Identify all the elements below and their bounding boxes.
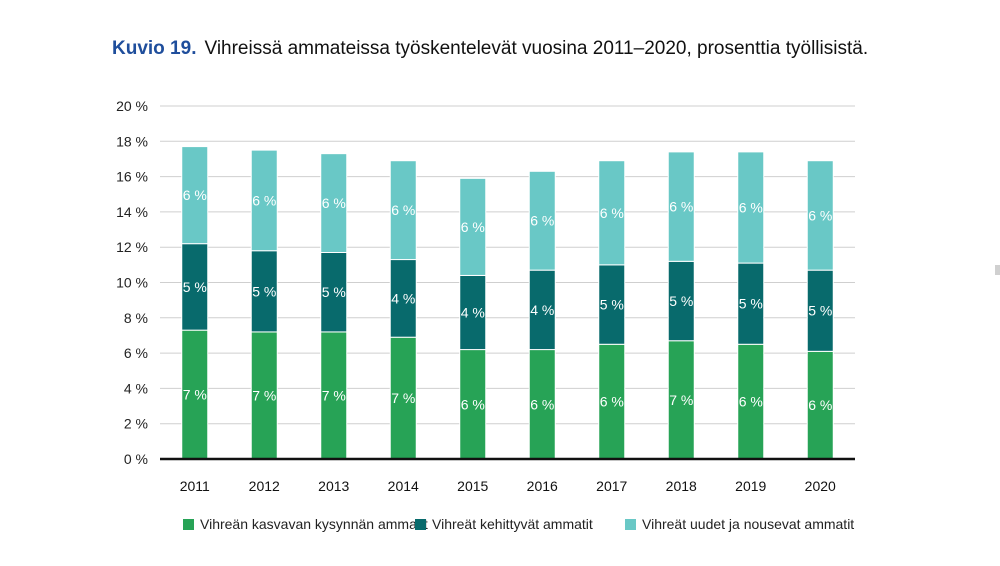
bar-segment [181, 146, 209, 245]
data-label: 6 % [669, 199, 693, 215]
data-label: 6 % [461, 219, 485, 235]
bar-segment [389, 160, 417, 261]
data-label: 7 % [669, 392, 693, 408]
y-tick-label: 12 % [116, 239, 148, 255]
data-label: 6 % [530, 213, 554, 229]
y-tick-label: 6 % [124, 345, 148, 361]
data-label: 6 % [391, 202, 415, 218]
x-tick-label: 2012 [249, 478, 280, 494]
data-label: 5 % [808, 303, 832, 319]
x-tick-label: 2011 [180, 478, 210, 494]
bar-segment [250, 250, 278, 333]
y-tick-label: 10 % [116, 275, 148, 291]
bar-segment [528, 349, 556, 460]
y-tick-label: 14 % [116, 204, 148, 220]
bar-segment [737, 151, 765, 264]
bar-segment [320, 331, 348, 460]
x-tick-label: 2014 [388, 478, 419, 494]
bar-segment [806, 160, 834, 271]
bar-segment [320, 153, 348, 253]
data-label: 6 % [808, 207, 832, 223]
data-label: 4 % [461, 305, 485, 321]
bar-segment [320, 251, 348, 333]
bar-segment [459, 274, 487, 351]
y-tick-label: 20 % [116, 98, 148, 114]
x-tick-label: 2016 [527, 478, 558, 494]
data-label: 6 % [600, 394, 624, 410]
bar-segment [598, 160, 626, 266]
bar-segment [598, 264, 626, 345]
data-label: 6 % [252, 192, 276, 208]
bar-segment [459, 177, 487, 276]
data-label: 5 % [669, 293, 693, 309]
data-label: 6 % [461, 396, 485, 412]
bar-segment [528, 170, 556, 271]
data-label: 5 % [183, 279, 207, 295]
legend-label: Vihreät uudet ja nousevat ammatit [642, 516, 854, 532]
data-label: 7 % [252, 387, 276, 403]
x-tick-label: 2020 [805, 478, 836, 494]
scrollbar-marker[interactable] [995, 265, 1000, 275]
data-label: 4 % [391, 290, 415, 306]
bar-segment [737, 262, 765, 345]
y-tick-label: 16 % [116, 169, 148, 185]
data-label: 7 % [322, 387, 346, 403]
data-label: 6 % [739, 394, 763, 410]
x-tick-label: 2015 [457, 478, 488, 494]
data-label: 6 % [739, 199, 763, 215]
data-label: 4 % [530, 302, 554, 318]
legend-swatch [183, 519, 194, 530]
legend-label: Vihreän kasvavan kysynnän ammatit [200, 516, 428, 532]
legend-label: Vihreät kehittyvät ammatit [432, 516, 593, 532]
data-label: 5 % [322, 284, 346, 300]
bar-segment [250, 149, 278, 252]
y-tick-label: 8 % [124, 310, 148, 326]
x-tick-label: 2017 [596, 478, 627, 494]
data-label: 5 % [600, 297, 624, 313]
data-label: 6 % [322, 195, 346, 211]
data-label: 6 % [808, 397, 832, 413]
bar-segment [806, 350, 834, 460]
y-tick-label: 4 % [124, 380, 148, 396]
data-label: 7 % [183, 387, 207, 403]
y-tick-label: 18 % [116, 133, 148, 149]
bar-segment [459, 349, 487, 460]
bar-segment [667, 260, 695, 342]
chart-title: Kuvio 19. Vihreissä ammateissa työskentel… [112, 38, 868, 60]
x-tick-label: 2019 [735, 478, 766, 494]
legend-swatch [625, 519, 636, 530]
data-label: 6 % [600, 205, 624, 221]
x-tick-label: 2018 [666, 478, 697, 494]
x-tick-label: 2013 [318, 478, 349, 494]
data-label: 7 % [391, 390, 415, 406]
bar-segment [667, 151, 695, 262]
figure-label: Kuvio 19. [112, 38, 197, 59]
bar-segment [737, 343, 765, 460]
legend-swatch [415, 519, 426, 530]
data-label: 5 % [739, 296, 763, 312]
y-tick-label: 2 % [124, 416, 148, 432]
data-label: 5 % [252, 283, 276, 299]
data-label: 6 % [183, 187, 207, 203]
y-tick-label: 0 % [124, 451, 148, 467]
bar-segment [528, 269, 556, 351]
data-label: 6 % [530, 396, 554, 412]
figure-title: Vihreissä ammateissa työskentelevät vuos… [204, 38, 869, 59]
bar-segment [389, 259, 417, 338]
